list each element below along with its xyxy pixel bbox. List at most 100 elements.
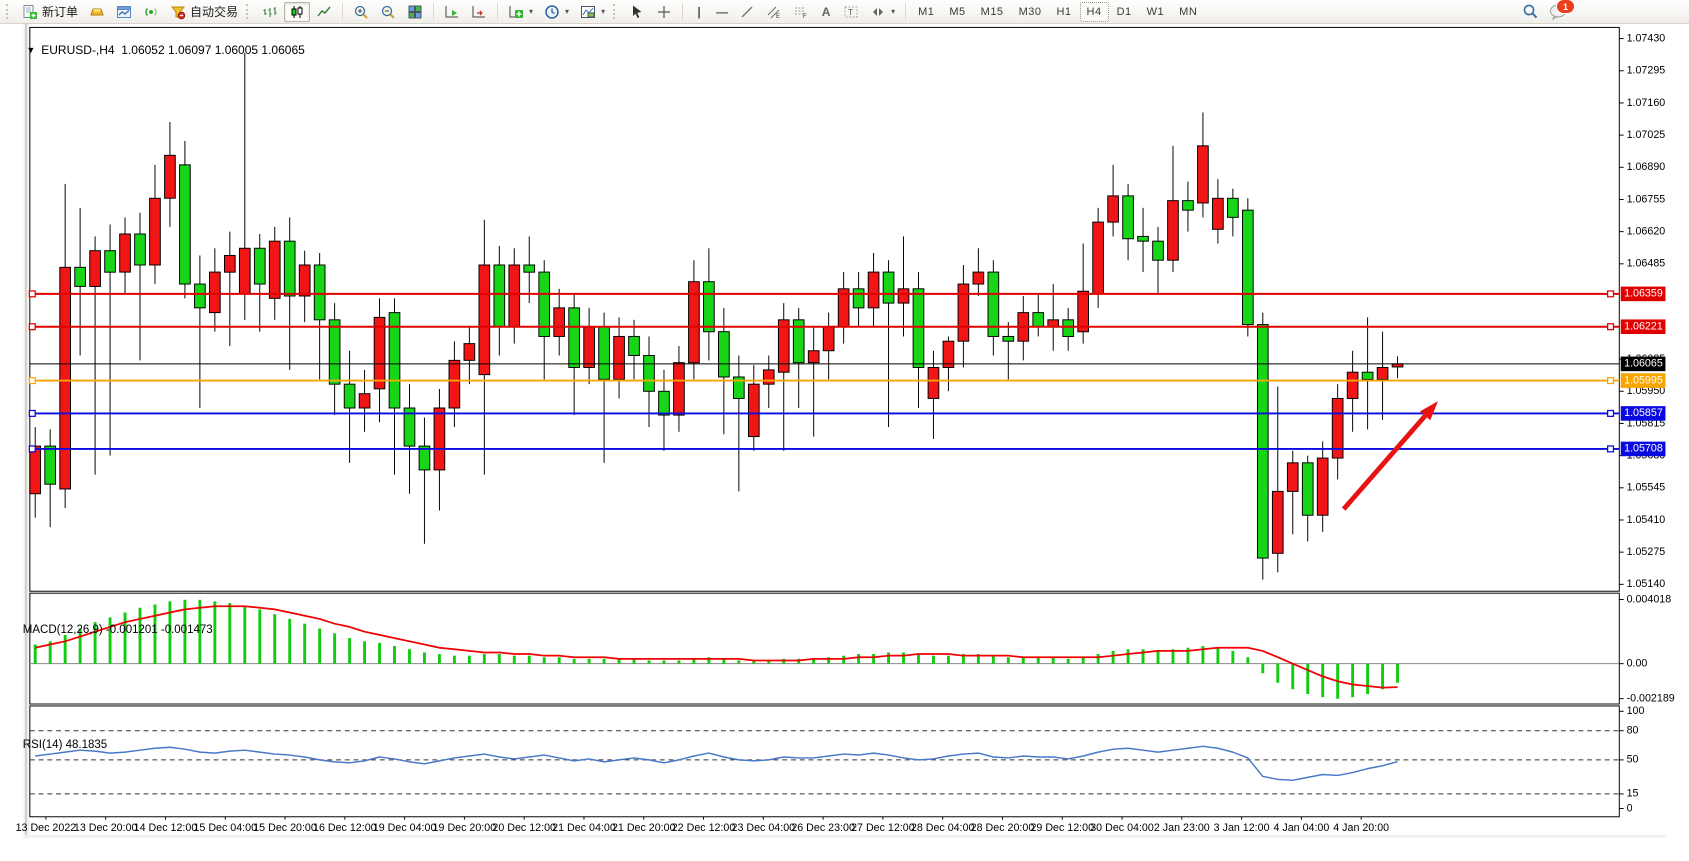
svg-text:E: E (776, 14, 780, 20)
chat-button[interactable]: 1 (1549, 0, 1575, 20)
chart-shift-icon (471, 4, 487, 20)
chevron-down-icon: ▾ (891, 7, 896, 16)
svg-text:1.05857: 1.05857 (1624, 407, 1663, 419)
svg-text:T: T (848, 8, 853, 17)
tile-windows-button[interactable] (402, 2, 428, 22)
line-chart-button[interactable] (311, 2, 337, 22)
new-order-button[interactable]: 新订单 (17, 2, 83, 22)
timeframe-h1-button[interactable]: H1 (1049, 2, 1078, 22)
svg-text:21 Dec 04:00: 21 Dec 04:00 (552, 822, 616, 834)
vertical-line-button[interactable]: | (688, 2, 710, 22)
candlestick-icon (289, 4, 305, 20)
svg-text:1.07025: 1.07025 (1627, 129, 1666, 141)
chart-area: 1.07430 1.07295 1.07160 1.07025 1.06890 1.067… (0, 24, 1689, 861)
chart-window-icon (116, 4, 132, 20)
svg-text:16 Dec 12:00: 16 Dec 12:00 (313, 822, 377, 834)
svg-text:F: F (803, 14, 807, 20)
channel-button[interactable]: E (761, 2, 787, 22)
toolbar-separator (497, 3, 499, 20)
templates-button[interactable]: ▾ (575, 2, 610, 22)
text-icon: A (821, 4, 831, 19)
svg-text:1.07430: 1.07430 (1627, 32, 1666, 44)
cursor-button[interactable] (624, 2, 650, 22)
timeframe-m15-button[interactable]: M15 (974, 2, 1011, 22)
svg-text:1.05275: 1.05275 (1627, 546, 1666, 558)
auto-scroll-button[interactable] (439, 2, 465, 22)
svg-text:22 Dec 12:00: 22 Dec 12:00 (672, 822, 736, 834)
svg-text:4 Jan 20:00: 4 Jan 20:00 (1333, 822, 1389, 834)
templates-icon (580, 4, 596, 20)
crosshair-button[interactable] (651, 2, 677, 22)
search-icon[interactable] (1522, 3, 1539, 20)
horizontal-line-button[interactable]: — (711, 2, 733, 22)
svg-text:1.06359: 1.06359 (1624, 288, 1663, 300)
svg-text:1.05410: 1.05410 (1627, 514, 1666, 526)
svg-text:1.05708: 1.05708 (1624, 443, 1663, 455)
indicators-button[interactable]: ▾ (503, 2, 538, 22)
trendline-icon (739, 4, 755, 20)
arrows-button[interactable]: ▾ (865, 2, 900, 22)
timeframe-m1-button[interactable]: M1 (911, 2, 941, 22)
channel-icon: E (766, 4, 782, 20)
text-button[interactable]: A (815, 2, 837, 22)
signals-button[interactable] (138, 2, 164, 22)
toolbar-right: 1 (1522, 0, 1575, 20)
toolbar-grip (6, 4, 12, 19)
svg-text:19 Dec 04:00: 19 Dec 04:00 (373, 822, 437, 834)
timeframe-m30-button[interactable]: M30 (1012, 2, 1049, 22)
svg-text:0.00: 0.00 (1627, 657, 1648, 669)
toolbar: 新订单 自动交易 (0, 0, 1689, 24)
zoom-out-button[interactable] (375, 2, 401, 22)
svg-text:1.06485: 1.06485 (1627, 258, 1666, 270)
bar-chart-button[interactable] (257, 2, 283, 22)
svg-text:23 Dec 04:00: 23 Dec 04:00 (732, 822, 796, 834)
svg-text:26 Dec 23:00: 26 Dec 23:00 (791, 822, 855, 834)
vertical-line-icon: | (697, 4, 701, 19)
svg-text:21 Dec 20:00: 21 Dec 20:00 (612, 822, 676, 834)
svg-text:27 Dec 12:00: 27 Dec 12:00 (851, 822, 915, 834)
toolbar-separator (682, 3, 684, 20)
svg-text:100: 100 (1627, 705, 1645, 717)
svg-text:15: 15 (1627, 788, 1639, 800)
indicators-icon (508, 4, 524, 20)
timeframe-group: M1 M5 M15 M30 H1 H4 D1 W1 MN (911, 1, 1204, 22)
text-label-button[interactable]: T (838, 2, 864, 22)
svg-text:20 Dec 12:00: 20 Dec 12:00 (492, 822, 556, 834)
periods-clock-icon (544, 4, 560, 20)
ingot-button[interactable] (84, 2, 110, 22)
svg-text:15 Dec 04:00: 15 Dec 04:00 (193, 822, 257, 834)
line-chart-icon (316, 4, 332, 20)
new-order-label: 新订单 (42, 5, 79, 19)
svg-text:1.07160: 1.07160 (1627, 97, 1666, 109)
svg-text:2 Jan 23:00: 2 Jan 23:00 (1154, 822, 1210, 834)
timeframe-m5-button[interactable]: M5 (942, 2, 972, 22)
zoom-in-button[interactable] (348, 2, 374, 22)
svg-text:1.06755: 1.06755 (1627, 193, 1666, 205)
chart-shift-button[interactable] (466, 2, 492, 22)
toolbar-separator (905, 3, 907, 20)
timeframe-mn-button[interactable]: MN (1172, 2, 1204, 22)
toolbar-grip (613, 4, 619, 19)
trendline-button[interactable] (734, 2, 760, 22)
toolbar-grip (246, 4, 252, 19)
auto-trading-button[interactable]: 自动交易 (165, 2, 243, 22)
svg-text:4 Jan 04:00: 4 Jan 04:00 (1273, 822, 1329, 834)
timeframe-d1-button[interactable]: D1 (1110, 2, 1139, 22)
candlestick-button[interactable] (284, 1, 311, 22)
svg-text:13 Dec 20:00: 13 Dec 20:00 (74, 822, 138, 834)
periods-button[interactable]: ▾ (539, 2, 574, 22)
chart-window-button[interactable] (111, 2, 137, 22)
svg-text:1.06890: 1.06890 (1627, 161, 1666, 173)
timeframe-w1-button[interactable]: W1 (1140, 2, 1172, 22)
chevron-down-icon: ▾ (529, 7, 534, 16)
svg-text:1.05140: 1.05140 (1627, 578, 1666, 590)
horizontal-line-icon: — (716, 4, 729, 19)
timeframe-h4-button[interactable]: H4 (1079, 1, 1109, 22)
toolbar-separator (433, 3, 435, 20)
ingot-icon (89, 4, 105, 20)
price-chart-svg[interactable]: 1.07430 1.07295 1.07160 1.07025 1.06890 1.067… (0, 24, 1689, 861)
svg-text:0.004018: 0.004018 (1627, 593, 1672, 605)
crosshair-icon (656, 4, 672, 20)
fibonacci-button[interactable]: F (788, 2, 814, 22)
text-label-icon: T (843, 4, 859, 20)
